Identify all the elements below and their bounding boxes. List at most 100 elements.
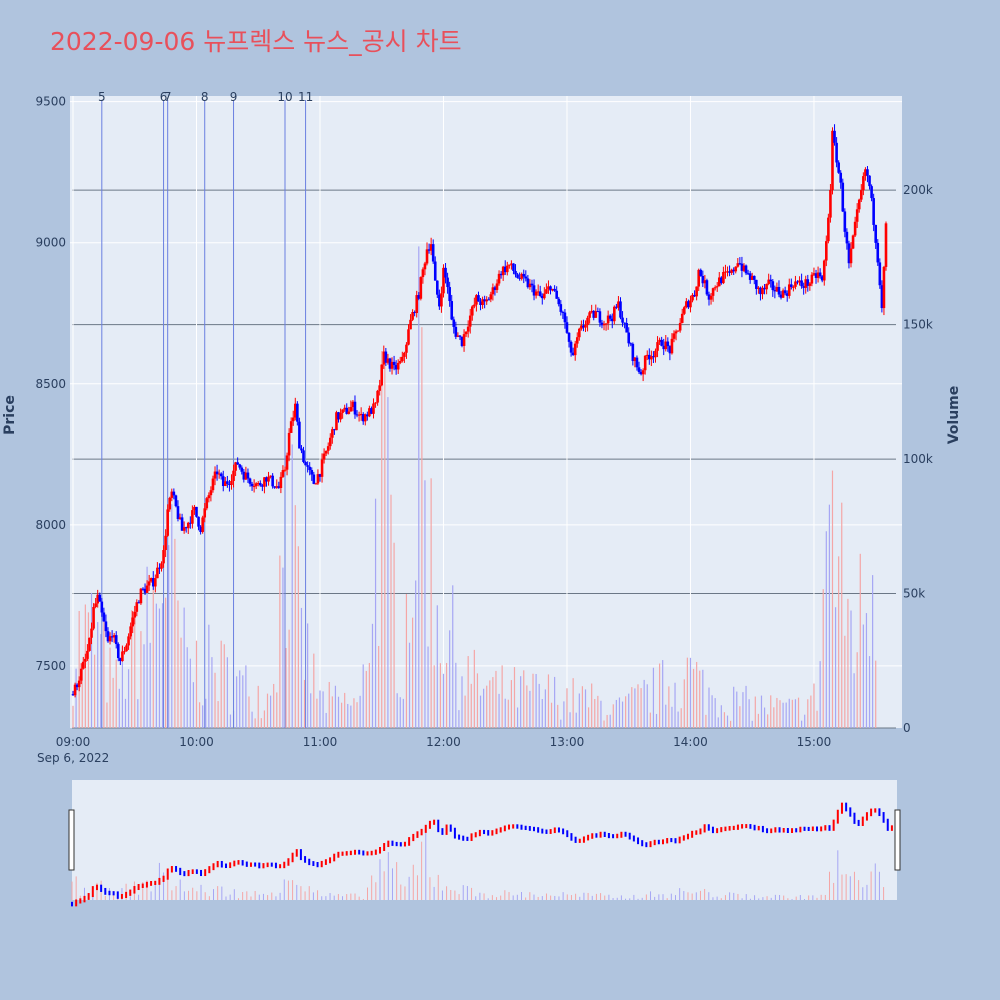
volume-bar <box>94 654 96 728</box>
volume-bar <box>269 695 272 728</box>
candle-body <box>333 429 336 431</box>
volume-bar <box>75 668 77 728</box>
candle-body <box>862 176 865 191</box>
candle-body <box>81 661 85 669</box>
candle-body <box>357 414 361 416</box>
range-slider-right-handle[interactable] <box>894 809 901 871</box>
candle-body <box>320 459 324 477</box>
volume-bar <box>683 679 685 728</box>
candle-body <box>127 636 130 646</box>
volume-bar <box>211 657 213 728</box>
candle-body <box>94 603 97 607</box>
volume-bar <box>109 647 111 728</box>
candle-body <box>717 277 721 287</box>
candle-body <box>722 272 725 284</box>
volume-bar <box>393 542 395 728</box>
slider-volume-bar <box>200 884 202 900</box>
candle-body <box>499 273 503 276</box>
range-slider-left-handle[interactable] <box>68 809 75 871</box>
volume-bar <box>810 695 812 728</box>
slider-volume-bar <box>550 895 552 900</box>
candle-body <box>728 271 731 273</box>
candle-body <box>672 333 676 339</box>
volume-bar <box>612 704 614 728</box>
slider-volume-bar <box>487 898 489 900</box>
slider-volume-bar <box>179 879 181 900</box>
volume-bar <box>736 691 738 728</box>
candle-body <box>174 495 178 507</box>
candle-body <box>75 684 79 688</box>
slider-volume-bar <box>217 886 219 900</box>
candle-body <box>345 407 349 414</box>
slider-volume-bar <box>329 893 331 900</box>
candle-body <box>736 263 740 267</box>
candle-body <box>98 594 102 602</box>
candle-body <box>658 339 661 343</box>
candle-body <box>594 311 598 318</box>
volume-bar <box>134 624 136 728</box>
slider-volume-bar <box>758 898 760 900</box>
volume-bar <box>137 699 139 728</box>
candle-body <box>261 485 264 487</box>
slider-volume-bar <box>242 892 244 900</box>
candle-body <box>837 162 840 173</box>
slider-volume-bar <box>545 893 547 900</box>
candle-body <box>682 307 686 314</box>
candle-body <box>596 311 600 313</box>
slider-volume-bar <box>579 896 581 900</box>
candle-body <box>380 364 384 386</box>
candle-body <box>654 350 657 358</box>
volume-bar <box>168 545 170 728</box>
volume-bar <box>350 705 352 728</box>
volume-bar <box>473 649 475 728</box>
candle-body <box>398 361 402 363</box>
slider-volume-bar <box>496 897 498 900</box>
candle-body <box>407 329 410 345</box>
candle-body <box>310 470 314 475</box>
time-tick-label: 14:00 <box>673 735 708 749</box>
volume-bar <box>479 695 482 728</box>
slider-volume-bar <box>379 859 381 900</box>
volume-bar <box>850 610 852 728</box>
candle-body <box>808 283 812 286</box>
volume-bar <box>600 700 602 728</box>
slider-volume-bar <box>446 886 448 900</box>
volume-bar <box>757 713 759 728</box>
candle-body <box>551 288 554 291</box>
volume-bar <box>78 611 80 728</box>
candle-body <box>567 332 571 342</box>
slider-volume-bar <box>425 830 427 900</box>
slider-volume-bar <box>533 894 535 900</box>
candle-body <box>818 272 822 277</box>
slider-volume-bar <box>650 891 652 900</box>
slider-volume-bar <box>520 892 522 900</box>
candle-body <box>777 286 781 295</box>
news-marker-label: 11 <box>298 90 313 104</box>
volume-bar <box>486 685 488 728</box>
candle-body <box>386 358 390 363</box>
volume-bar <box>797 697 800 728</box>
candle-body <box>635 357 639 368</box>
volume-bar <box>751 720 753 728</box>
candle-body <box>491 287 495 295</box>
slider-volume-bar <box>346 894 348 900</box>
candle-body <box>77 680 81 688</box>
slider-volume-bar <box>317 890 319 900</box>
candle-body <box>625 323 628 333</box>
candle-body <box>520 273 523 279</box>
volume-bar <box>674 682 676 728</box>
price-tick-label: 9500 <box>35 95 66 109</box>
candle-body <box>300 448 303 451</box>
slider-volume-bar <box>337 894 339 900</box>
volume-bar <box>449 630 451 728</box>
volume-bar <box>198 702 201 728</box>
candle-body <box>825 241 828 261</box>
candle-body <box>100 601 104 613</box>
range-slider-area[interactable] <box>72 780 897 900</box>
volume-bar <box>745 685 747 728</box>
candle-body <box>238 464 242 468</box>
candle-body <box>691 294 694 301</box>
volume-bar <box>794 699 797 728</box>
volume-bar <box>720 705 722 728</box>
slider-volume-bar <box>720 898 722 900</box>
